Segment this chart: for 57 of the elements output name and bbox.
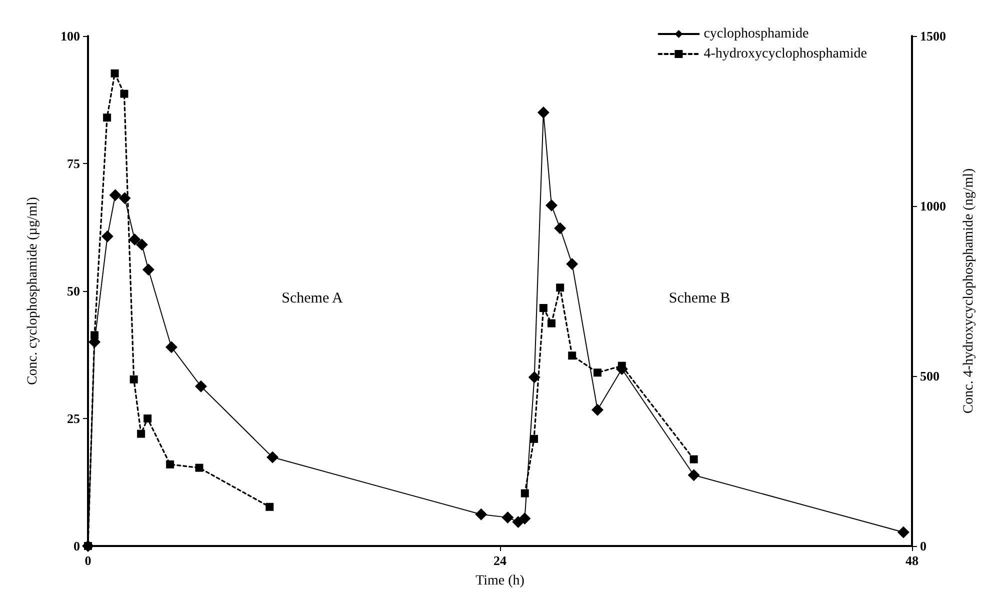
point bbox=[518, 512, 531, 524]
point bbox=[266, 451, 279, 464]
x-axis-title: Time (h) bbox=[476, 574, 525, 588]
y-tick-label: 25 bbox=[67, 411, 80, 426]
point bbox=[530, 434, 538, 443]
y2-tick-label: 1000 bbox=[920, 198, 946, 214]
y2-tick-label: 500 bbox=[920, 368, 940, 384]
x-tick-label: 24 bbox=[494, 553, 507, 568]
point bbox=[548, 319, 556, 328]
legend-label: cyclophosphamide bbox=[704, 26, 809, 42]
point bbox=[120, 90, 128, 98]
point bbox=[194, 380, 207, 392]
point bbox=[101, 230, 114, 242]
point bbox=[566, 258, 578, 270]
point bbox=[568, 352, 576, 360]
point bbox=[165, 341, 178, 354]
point bbox=[690, 455, 698, 464]
y-tick-label: 50 bbox=[67, 284, 80, 298]
point bbox=[166, 460, 174, 468]
y-axis-title: Conc. cyclophosphamide (µg/ml) bbox=[26, 196, 40, 386]
point bbox=[130, 375, 138, 384]
point bbox=[592, 404, 604, 416]
point bbox=[266, 502, 274, 511]
point bbox=[556, 284, 564, 292]
point bbox=[502, 511, 514, 524]
point bbox=[537, 106, 550, 118]
legend-label: 4-hydroxycyclophosphamide bbox=[704, 46, 867, 62]
y2-tick-label: 0 bbox=[920, 538, 926, 554]
y-tick-label: 100 bbox=[60, 28, 80, 44]
point bbox=[528, 371, 540, 384]
point bbox=[594, 368, 602, 377]
x-tick-label: 0 bbox=[84, 553, 92, 568]
point bbox=[109, 189, 122, 202]
point bbox=[539, 304, 548, 312]
point bbox=[128, 233, 141, 246]
y-tick-label: 75 bbox=[67, 156, 80, 171]
point bbox=[110, 69, 119, 78]
point bbox=[103, 114, 112, 122]
point bbox=[118, 192, 131, 204]
point bbox=[688, 469, 700, 482]
point bbox=[546, 199, 558, 212]
point bbox=[554, 222, 566, 234]
point bbox=[897, 526, 910, 538]
annotation: Scheme A bbox=[282, 290, 344, 307]
y2-tick-label: 1500 bbox=[920, 28, 946, 44]
x-tick-label: 48 bbox=[906, 553, 919, 568]
annotation: Scheme B bbox=[668, 290, 730, 307]
point bbox=[90, 331, 99, 340]
point bbox=[136, 238, 148, 251]
point bbox=[475, 508, 488, 520]
point bbox=[195, 464, 204, 472]
y-tick-label: 0 bbox=[74, 538, 80, 554]
point bbox=[520, 489, 529, 498]
point bbox=[142, 264, 154, 276]
point bbox=[137, 430, 146, 438]
point bbox=[144, 414, 152, 422]
y2-axis-title: Conc. 4-hydroxycyclophosphamide (ng/ml) bbox=[962, 168, 976, 414]
